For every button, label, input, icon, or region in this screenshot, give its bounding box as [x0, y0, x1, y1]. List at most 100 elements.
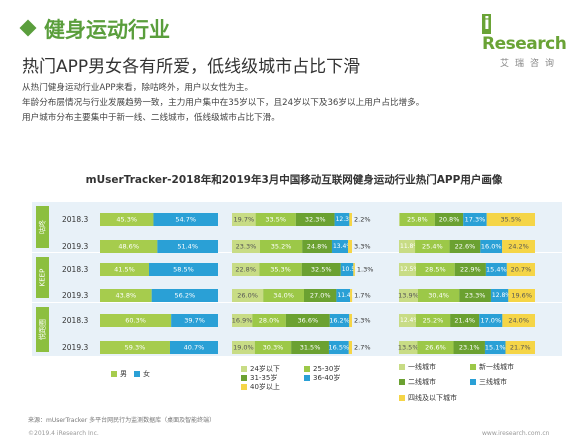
data-label: 12.5% [400, 266, 419, 273]
bar-segment [350, 289, 353, 302]
bar-segment [450, 314, 480, 327]
bar-segment [232, 289, 264, 302]
bar-segment [349, 213, 352, 226]
legend-label: 三线城市 [479, 377, 507, 386]
bar-segment [415, 240, 450, 253]
website: www.iresearch.com.cn [482, 430, 550, 437]
data-label: 59.3% [125, 344, 146, 352]
bar-segment [336, 289, 351, 302]
legend-label: 女 [143, 369, 150, 378]
bar-segment [157, 240, 218, 253]
data-label: 19.0% [233, 344, 254, 352]
bar-segment [100, 240, 158, 253]
bar-segment [291, 341, 329, 354]
chart-title: mUserTracker-2018年和2019年3月中国移动互联网健身运动行业热… [85, 174, 503, 186]
data-label: 1.3% [357, 266, 374, 274]
bar-segment [151, 289, 218, 302]
data-label: 31.5% [300, 344, 321, 352]
data-label: 30.3% [263, 344, 284, 352]
data-label: 26.0% [237, 292, 258, 300]
app-label: 咕咚 [38, 220, 47, 234]
legend-swatch [241, 375, 247, 381]
data-label: 48.6% [118, 243, 139, 251]
data-label: 26.6% [425, 344, 446, 352]
bar-segment [349, 314, 352, 327]
legend-swatch [304, 366, 310, 372]
data-label: 24.2% [508, 243, 529, 251]
description-line: 年龄分布层情况与行业发展趋势一致，主力用户集中在35岁以下，且24岁以下及36岁… [22, 98, 425, 108]
bar-segment [100, 314, 172, 327]
page-subtitle: 热门APP男女各有所爱，低线级城市占比下滑 [22, 57, 361, 77]
data-label: 11.8% [400, 243, 419, 250]
app-label: KEEP [39, 269, 47, 287]
bar-segment [485, 263, 507, 276]
data-label: 28.5% [425, 266, 446, 274]
description-line: 从热门健身运动行业APP来看，除咕咚外，用户以女性为主。 [22, 83, 254, 93]
data-label: 19.6% [511, 292, 532, 300]
data-label: 24.8% [307, 243, 328, 251]
bar-segment [399, 314, 416, 327]
legend-swatch [399, 364, 405, 370]
bar-segment [301, 263, 341, 276]
bar-segment [331, 240, 349, 253]
data-label: 16.0% [481, 243, 502, 251]
data-label: 17.3% [465, 216, 486, 224]
year-label: 2018.3 [62, 316, 88, 325]
bar-segment [399, 213, 400, 226]
data-label: 20.8% [439, 216, 460, 224]
data-label: 12.8% [492, 292, 511, 299]
bar-segment [502, 314, 535, 327]
bar-segment [169, 341, 218, 354]
legend-swatch [134, 371, 140, 377]
data-label: 13.9% [398, 292, 419, 300]
bar-segment [463, 213, 487, 226]
bar-segment [232, 213, 256, 226]
bar-segment [417, 341, 454, 354]
data-label: 19.7% [233, 216, 254, 224]
bar-segment [353, 263, 355, 276]
bar-segment [459, 289, 491, 302]
data-label: 15.1% [485, 344, 506, 352]
data-label: 12.3% [336, 216, 355, 223]
bar-segment [348, 341, 352, 354]
legend-swatch [304, 375, 310, 381]
data-label: 16.2% [329, 317, 350, 325]
data-label: 24.0% [508, 317, 529, 325]
bar-segment [302, 240, 332, 253]
legend-swatch [399, 395, 405, 401]
data-label: 13.5% [398, 344, 419, 352]
bar-segment [259, 240, 303, 253]
data-label: 32.3% [305, 216, 326, 224]
data-label: 22.9% [460, 266, 481, 274]
bar-segment [415, 314, 451, 327]
bar-segment [453, 341, 485, 354]
data-label: 35.5% [501, 216, 522, 224]
iresearch-logo: iResearch 艾瑞咨询 [482, 14, 572, 69]
copyright: ©2019.4 iResearch Inc. [28, 430, 99, 437]
data-label: 25.4% [422, 243, 443, 251]
description: 从热门健身运动行业APP来看，除咕咚外，用户以女性为主。 年龄分布层情况与行业发… [22, 81, 424, 126]
legend-label: 31-35岁 [250, 373, 277, 382]
bar-segment [449, 240, 481, 253]
data-label: 21.7% [510, 344, 531, 352]
data-label: 21.4% [454, 317, 475, 325]
year-label: 2019.3 [62, 343, 88, 352]
legend-label: 25-30岁 [313, 364, 340, 373]
bar-segment [480, 240, 503, 253]
data-label: 43.8% [116, 292, 137, 300]
section-title: 健身运动行业 [19, 14, 170, 44]
legend-swatch [399, 379, 405, 385]
data-label: 12.4% [400, 317, 419, 324]
data-label: 32.5% [311, 266, 332, 274]
year-label: 2018.3 [62, 215, 88, 224]
bar-segment [100, 289, 152, 302]
data-label: 54.7% [175, 216, 196, 224]
legend-label: 二线城市 [408, 377, 436, 386]
bar-segment [100, 341, 170, 354]
bar-segment [295, 213, 335, 226]
logo-wordmark: iResearch [482, 14, 567, 54]
data-label: 23.1% [459, 344, 480, 352]
data-label: 45.3% [116, 216, 137, 224]
data-label: 25.8% [407, 216, 428, 224]
